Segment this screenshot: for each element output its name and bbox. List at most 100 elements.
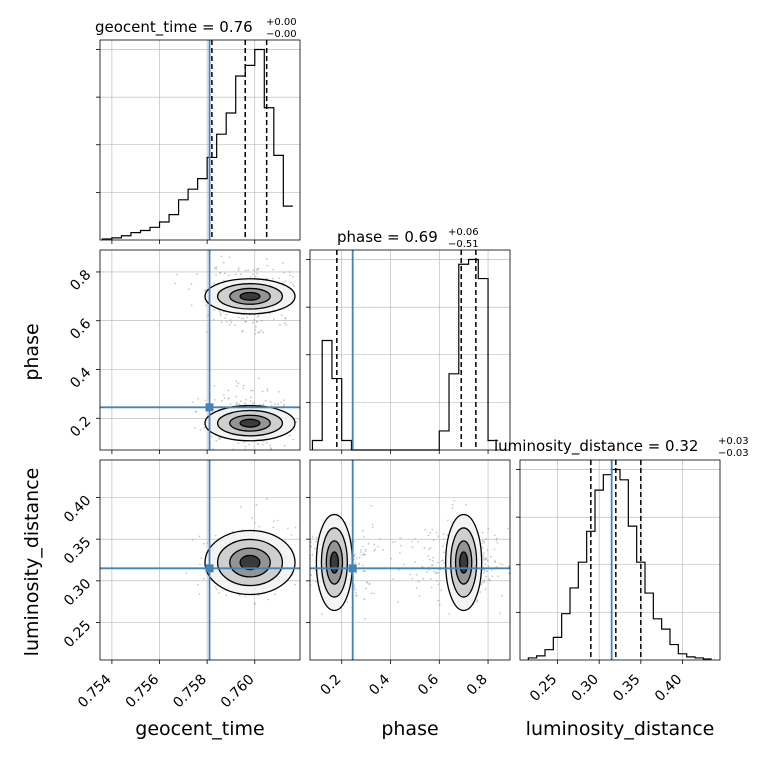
sample-point	[435, 579, 438, 582]
sample-point	[235, 273, 237, 276]
x-tick-label: 0.4	[366, 671, 393, 698]
sample-point	[443, 551, 445, 554]
sample-point	[254, 275, 257, 278]
sample-point	[442, 533, 445, 535]
sample-point	[486, 570, 488, 572]
sample-point	[292, 283, 294, 286]
sample-point	[373, 543, 376, 546]
sample-point	[253, 318, 256, 321]
sample-point	[495, 539, 498, 542]
sample-point	[284, 317, 287, 319]
sample-point	[398, 552, 401, 554]
sample-point	[394, 541, 397, 543]
xlabel-phase: phase	[381, 718, 438, 740]
sample-point	[482, 571, 485, 574]
hist-geocent_time-frame	[99, 39, 301, 241]
sample-point	[254, 326, 257, 328]
sample-point	[465, 503, 468, 506]
sample-point	[426, 571, 429, 573]
sample-point	[272, 318, 275, 321]
sample-point	[190, 304, 193, 307]
sample-point	[239, 400, 242, 403]
sample-point	[240, 318, 243, 320]
sample-point	[366, 581, 369, 584]
sample-point	[379, 537, 382, 540]
sample-point	[423, 546, 426, 549]
sample-point	[282, 405, 285, 407]
hist-luminosity_distance-frame	[519, 459, 721, 661]
sample-point	[481, 542, 484, 545]
sample-point	[315, 540, 317, 543]
sample-point	[486, 559, 489, 562]
sample-point	[253, 602, 256, 605]
sample-point	[396, 601, 399, 603]
sample-point	[269, 444, 271, 447]
title-luminosity-distance-minus: −0.03	[718, 448, 749, 459]
sample-point	[427, 534, 430, 537]
sample-point	[353, 555, 355, 558]
sample-point	[374, 548, 377, 551]
sample-point	[266, 387, 269, 390]
sample-point	[223, 397, 226, 399]
sample-point	[289, 274, 292, 277]
sample-point	[487, 527, 490, 530]
sample-point	[225, 320, 228, 323]
sample-point	[218, 310, 221, 313]
sample-point	[422, 577, 424, 580]
hist-panel-luminosity-distance	[516, 459, 721, 664]
sample-point	[479, 591, 482, 593]
sample-point	[235, 395, 238, 398]
sample-point	[310, 574, 313, 576]
sample-point	[283, 444, 286, 447]
sample-point	[484, 563, 487, 566]
sample-point	[288, 434, 291, 437]
sample-point	[411, 540, 414, 543]
sample-point	[424, 528, 427, 531]
sample-point	[353, 584, 356, 587]
sample-point	[487, 578, 490, 581]
x-tick-label: 0.758	[170, 672, 210, 712]
sample-point	[482, 558, 485, 561]
sample-point	[252, 269, 255, 271]
sample-point	[250, 396, 252, 399]
sample-point	[486, 549, 489, 552]
sample-point	[446, 534, 449, 536]
sample-point	[230, 321, 233, 324]
sample-point	[491, 575, 494, 577]
sample-point	[225, 594, 228, 597]
sample-point	[203, 577, 206, 580]
sample-point	[354, 553, 356, 556]
sample-point	[280, 314, 283, 317]
sample-point	[371, 523, 374, 526]
title-geocent-time-plus: +0.00	[266, 17, 297, 28]
sample-point	[362, 553, 365, 555]
sample-point	[436, 571, 438, 574]
sample-point	[203, 290, 206, 292]
sample-point	[235, 385, 238, 387]
sample-point	[363, 598, 366, 601]
sample-point	[368, 583, 371, 585]
sample-point	[214, 585, 217, 588]
truth-marker	[205, 564, 214, 573]
sample-point	[476, 599, 478, 602]
x-tick-label: 0.756	[123, 671, 163, 711]
density-contour	[239, 554, 261, 571]
sample-point	[204, 288, 207, 291]
sample-point	[228, 274, 230, 277]
sample-point	[373, 550, 376, 552]
sample-point	[428, 568, 431, 571]
sample-point	[480, 582, 483, 585]
sample-point	[428, 558, 431, 561]
sample-point	[447, 519, 449, 522]
sample-point	[234, 324, 237, 326]
density-panel-phase-vs-luminosity-distance	[306, 459, 511, 664]
y-tick-label: 0.40	[61, 493, 94, 526]
sample-point	[257, 594, 260, 597]
sample-point	[266, 498, 268, 500]
truth-marker	[205, 403, 214, 412]
xlabel-geocent-time: geocent_time	[135, 718, 264, 740]
sample-point	[239, 273, 242, 276]
ylabel-luminosity-distance: luminosity_distance	[21, 468, 43, 657]
sample-point	[493, 548, 496, 551]
x-tick-label: 0.35	[610, 672, 643, 705]
